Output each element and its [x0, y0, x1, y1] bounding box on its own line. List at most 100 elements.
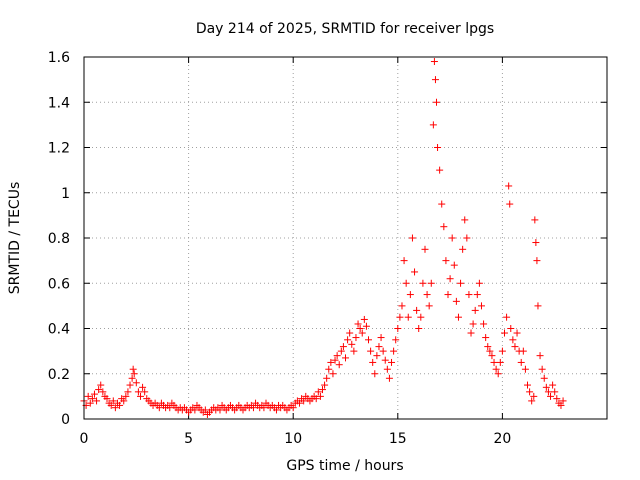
x-tick-label: 15	[389, 431, 407, 447]
data-point	[559, 397, 567, 405]
data-points	[80, 58, 567, 418]
plot-frame	[83, 56, 608, 420]
data-point	[533, 257, 541, 265]
data-point	[134, 388, 142, 396]
data-point	[434, 144, 442, 151]
grid-lines	[84, 57, 607, 419]
data-point	[396, 313, 404, 321]
data-point	[526, 388, 534, 396]
data-point	[90, 390, 98, 398]
data-point	[540, 374, 548, 382]
x-tick-label: 0	[80, 431, 89, 447]
data-point	[300, 397, 308, 405]
data-point	[469, 320, 477, 328]
data-point	[417, 313, 425, 321]
data-point	[249, 404, 257, 412]
data-point	[496, 358, 504, 366]
data-point	[136, 392, 144, 400]
data-point	[402, 279, 410, 287]
data-point	[553, 395, 561, 403]
data-point	[331, 356, 339, 364]
data-point	[503, 313, 511, 321]
data-point	[408, 234, 416, 242]
data-point	[337, 347, 345, 355]
data-point	[419, 279, 427, 287]
data-point	[352, 334, 360, 342]
data-point	[411, 268, 419, 276]
data-point	[120, 397, 128, 405]
data-point	[524, 381, 532, 389]
data-point	[260, 404, 268, 412]
y-tick-label: 1.4	[48, 95, 70, 111]
y-tick-label: 0.2	[48, 367, 70, 383]
data-point	[95, 386, 103, 394]
data-point	[99, 388, 107, 396]
data-point	[406, 291, 414, 299]
data-point	[530, 392, 538, 400]
data-point	[442, 257, 450, 265]
data-point	[289, 404, 297, 412]
y-tick-label: 1.2	[48, 141, 70, 157]
data-point	[423, 291, 431, 299]
data-point	[436, 166, 444, 174]
data-point	[323, 374, 331, 382]
x-tick-label: 5	[184, 431, 193, 447]
y-tick-label: 0.6	[48, 276, 70, 292]
data-point	[431, 76, 439, 84]
data-point	[88, 395, 96, 403]
data-point	[536, 352, 544, 360]
data-point	[513, 329, 521, 337]
data-point	[430, 58, 438, 66]
data-point	[321, 381, 329, 389]
data-point	[440, 223, 448, 231]
data-point	[126, 381, 134, 389]
data-point	[379, 347, 387, 355]
data-point	[473, 291, 481, 299]
y-tick-label: 1	[61, 186, 70, 202]
x-tick-labels: 0 5 10 15 20	[80, 431, 512, 447]
data-point	[325, 365, 333, 373]
data-point	[86, 399, 94, 407]
data-point	[377, 334, 385, 342]
data-point	[450, 261, 458, 269]
data-point	[367, 347, 375, 355]
data-point	[128, 374, 136, 382]
data-point	[438, 200, 446, 208]
data-point	[534, 302, 542, 310]
data-point	[333, 352, 341, 360]
x-tick-label: 10	[284, 431, 302, 447]
data-point	[141, 388, 149, 396]
data-point	[507, 325, 515, 332]
data-point	[551, 388, 559, 396]
data-point	[356, 325, 364, 332]
data-point	[500, 329, 508, 337]
data-point	[542, 383, 550, 391]
y-tick-label: 0.4	[48, 322, 70, 338]
data-point	[498, 347, 506, 355]
data-point	[385, 374, 393, 382]
chart-title: Day 214 of 2025, SRMTID for receiver lpg…	[196, 21, 494, 37]
data-point	[166, 404, 174, 412]
data-point	[429, 121, 437, 129]
y-axis-label: SRMTID / TECUs	[7, 182, 23, 295]
data-point	[130, 370, 138, 378]
data-point	[111, 404, 119, 412]
data-point	[433, 98, 441, 106]
data-point	[369, 358, 377, 366]
data-point	[544, 388, 552, 396]
data-point	[329, 370, 337, 378]
data-point	[327, 358, 335, 366]
data-point	[122, 392, 130, 400]
data-point	[427, 279, 435, 287]
data-point	[480, 320, 488, 328]
data-point	[132, 379, 140, 387]
data-point	[346, 329, 354, 337]
data-point	[531, 216, 539, 224]
data-point	[509, 336, 517, 344]
data-point	[400, 257, 408, 265]
data-point	[116, 401, 124, 409]
data-point	[482, 334, 490, 342]
data-point	[506, 200, 514, 208]
data-point	[465, 291, 473, 299]
data-point	[365, 336, 373, 344]
